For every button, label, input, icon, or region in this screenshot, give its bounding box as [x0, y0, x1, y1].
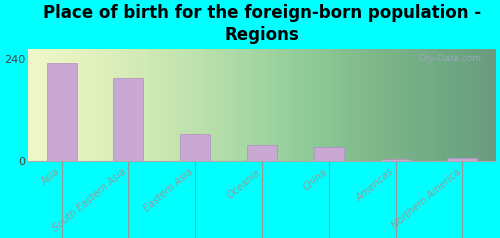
- Bar: [448, 158, 478, 161]
- Bar: [46, 63, 76, 161]
- Bar: [314, 147, 344, 161]
- Title: Place of birth for the foreign-born population -
Regions: Place of birth for the foreign-born popu…: [43, 4, 481, 44]
- Bar: [380, 159, 410, 161]
- Bar: [247, 145, 277, 161]
- Text: City-Data.com: City-Data.com: [418, 54, 482, 63]
- Bar: [180, 134, 210, 161]
- Bar: [114, 79, 144, 161]
